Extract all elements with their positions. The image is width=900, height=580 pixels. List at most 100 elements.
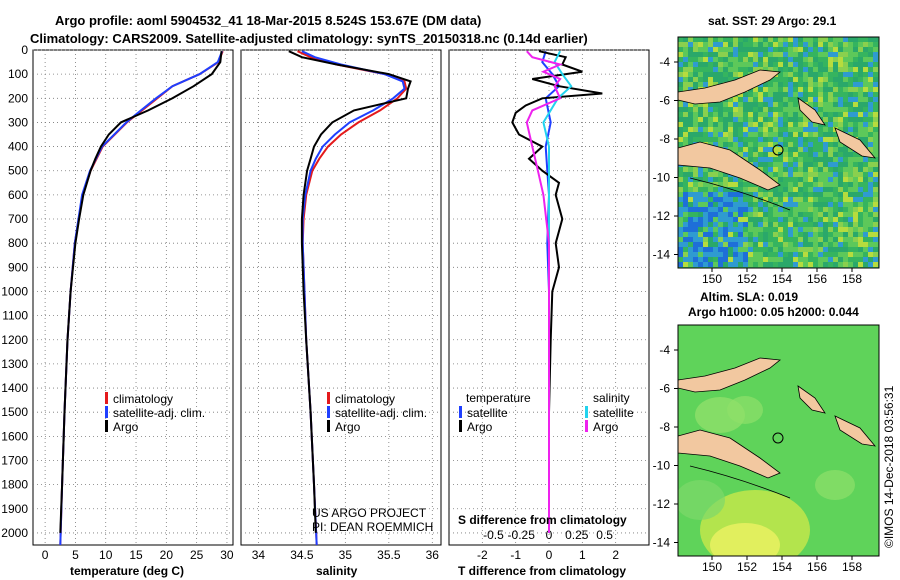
sst-cell: [858, 177, 863, 182]
sst-cell: [873, 177, 878, 182]
sst-cell: [758, 232, 763, 237]
sst-cell: [723, 42, 728, 47]
sst-cell: [708, 202, 713, 207]
legend-swatch-argo: [327, 420, 330, 432]
sst-cell: [783, 67, 788, 72]
sst-cell: [678, 72, 683, 77]
sst-cell: [828, 207, 833, 212]
sst-cell: [828, 182, 833, 187]
sst-cell: [798, 77, 803, 82]
sst-cell: [698, 112, 703, 117]
sst-cell: [683, 187, 688, 192]
sst-cell: [823, 52, 828, 57]
sst-cell: [848, 187, 853, 192]
sst-cell: [833, 237, 838, 242]
sst-cell: [733, 227, 738, 232]
sst-cell: [788, 157, 793, 162]
sst-cell: [748, 207, 753, 212]
sst-cell: [848, 147, 853, 152]
sst-cell: [713, 232, 718, 237]
legend-swatch-sal-satellite: [585, 406, 588, 418]
sst-cell: [698, 167, 703, 172]
sst-cell: [738, 252, 743, 257]
legend-label-satellite: satellite-adj. clim.: [113, 406, 205, 420]
sst-cell: [808, 142, 813, 147]
sst-cell: [823, 47, 828, 52]
sst-cell: [848, 177, 853, 182]
sst-cell: [743, 187, 748, 192]
sst-cell: [738, 42, 743, 47]
sst-cell: [783, 127, 788, 132]
sst-cell: [748, 242, 753, 247]
sst-cell: [773, 62, 778, 67]
sst-cell: [808, 152, 813, 157]
sst-cell: [868, 57, 873, 62]
sst-cell: [788, 187, 793, 192]
sst-cell: [778, 107, 783, 112]
sst-cell: [868, 167, 873, 172]
sst-cell: [793, 237, 798, 242]
sst-cell: [768, 232, 773, 237]
sst-cell: [768, 167, 773, 172]
sst-cell: [733, 222, 738, 227]
sst-cell: [728, 217, 733, 222]
sst-cell: [808, 232, 813, 237]
sst-cell: [693, 212, 698, 217]
sst-cell: [718, 52, 723, 57]
sst-cell: [718, 177, 723, 182]
sst-cell: [718, 197, 723, 202]
sst-cell: [773, 112, 778, 117]
sst-cell: [768, 257, 773, 262]
sst-cell: [858, 252, 863, 257]
sst-cell: [773, 122, 778, 127]
sst-cell: [873, 247, 878, 252]
sst-cell: [763, 237, 768, 242]
sst-cell: [828, 142, 833, 147]
sst-cell: [738, 102, 743, 107]
sst-cell: [688, 117, 693, 122]
sst-cell: [678, 67, 683, 72]
sst-cell: [708, 112, 713, 117]
sst-cell: [688, 87, 693, 92]
sst-cell: [858, 182, 863, 187]
sst-cell: [873, 207, 878, 212]
sst-cell: [723, 142, 728, 147]
sst-cell: [693, 242, 698, 247]
sst-cell: [788, 112, 793, 117]
sst-cell: [818, 232, 823, 237]
sst-cell: [718, 47, 723, 52]
sst-cell: [758, 127, 763, 132]
sst-cell: [753, 227, 758, 232]
sst-cell: [868, 192, 873, 197]
sst-cell: [683, 172, 688, 177]
sst-cell: [808, 157, 813, 162]
sst-cell: [858, 227, 863, 232]
sst-cell: [788, 92, 793, 97]
sst-cell: [708, 47, 713, 52]
sst-cell: [823, 152, 828, 157]
sst-cell: [698, 197, 703, 202]
sst-cell: [858, 107, 863, 112]
sst-cell: [788, 47, 793, 52]
sst-cell: [693, 72, 698, 77]
sst-cell: [778, 52, 783, 57]
sst-cell: [693, 207, 698, 212]
sst-cell: [843, 67, 848, 72]
sst-cell: [778, 247, 783, 252]
sst-cell: [853, 167, 858, 172]
sst-cell: [778, 137, 783, 142]
sst-cell: [793, 187, 798, 192]
sst-cell: [783, 202, 788, 207]
sst-cell: [828, 167, 833, 172]
sst-cell: [763, 127, 768, 132]
sst-cell: [818, 142, 823, 147]
sst-cell: [678, 192, 683, 197]
sst-cell: [688, 172, 693, 177]
sst-cell: [813, 87, 818, 92]
diff-series-temperature-satellite: [541, 50, 561, 533]
sst-cell: [823, 97, 828, 102]
sst-cell: [808, 172, 813, 177]
sst-cell: [818, 122, 823, 127]
sst-cell: [873, 187, 878, 192]
sst-cell: [708, 117, 713, 122]
